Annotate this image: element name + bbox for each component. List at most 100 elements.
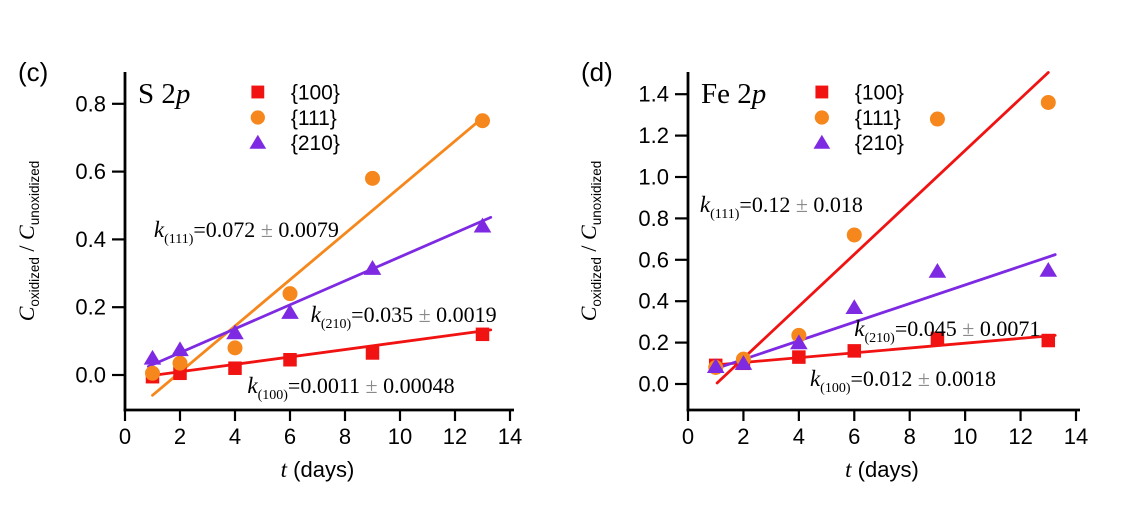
data-point-{111} <box>1040 94 1056 110</box>
text-span: (days) <box>852 457 919 482</box>
legend-label-{100}: {100} <box>855 82 904 105</box>
text-span: 0.00048 <box>378 373 455 398</box>
text-span: unoxidized <box>27 161 42 226</box>
data-point-{210} <box>226 324 244 340</box>
x-tick-label: 0 <box>682 424 694 449</box>
text-span: 0.2 <box>638 330 669 355</box>
text-span: C <box>14 225 39 240</box>
fit-line-{210} <box>708 253 1057 372</box>
text-span: 14 <box>498 424 522 449</box>
text-span: ± <box>918 366 930 391</box>
data-point-{210} <box>363 260 382 275</box>
data-point-{111} <box>846 227 862 243</box>
text-span: t <box>845 457 852 482</box>
y-tick-label: 0.6 <box>638 247 669 272</box>
x-tick-label: 6 <box>848 424 860 449</box>
text-span: 0.4 <box>638 289 669 314</box>
text-span: p <box>750 78 767 110</box>
legend-label-{100}: {100} <box>291 82 340 105</box>
data-point-{100} <box>847 344 862 358</box>
data-point-{111} <box>929 111 945 127</box>
text-span: (210) <box>321 317 352 332</box>
data-point-{111} <box>145 365 160 381</box>
text-span: 0.0071 <box>974 316 1040 341</box>
x-tick-label: 4 <box>229 424 241 449</box>
text-span: 0.0019 <box>431 302 497 327</box>
text-span: S 2 <box>138 78 176 110</box>
legend-label-{111}: {111} <box>291 107 337 130</box>
text-span: 0.8 <box>638 206 669 231</box>
x-axis-label: t (days) <box>845 457 919 482</box>
text-span: k <box>854 316 865 341</box>
text-span: 0.8 <box>75 91 106 116</box>
fit-line-{100} <box>146 328 493 378</box>
text-span: C <box>576 306 601 321</box>
text-span: k <box>311 302 322 327</box>
panel-title: Fe 2p <box>701 78 766 110</box>
fit-line-{210} <box>146 215 493 368</box>
x-tick-label: 14 <box>1064 424 1088 449</box>
fit-line-{111} <box>715 71 1050 385</box>
y-tick-label: 0.2 <box>75 295 106 320</box>
x-tick-label: 8 <box>904 424 916 449</box>
text-span: (d) <box>581 57 613 87</box>
data-point-{210} <box>281 304 299 319</box>
text-span: ± <box>962 316 974 341</box>
text-span: 0 <box>682 424 694 449</box>
y-tick-label: 0.0 <box>75 363 106 388</box>
text-span: k <box>700 192 711 217</box>
legend-marker-{111} <box>250 110 265 125</box>
text-span: =0.045 <box>895 316 962 341</box>
x-axis-label: t (days) <box>281 457 355 482</box>
data-point-{100} <box>792 350 806 364</box>
text-span: 0.0 <box>75 363 106 388</box>
data-point-{111} <box>365 170 380 186</box>
y-tick-label: 1.4 <box>638 82 669 107</box>
text-span: (days) <box>287 457 354 482</box>
x-tick-label: 10 <box>388 424 412 449</box>
x-tick-label: 6 <box>284 424 296 449</box>
x-tick-label: 2 <box>737 424 749 449</box>
text-span: Fe 2 <box>701 78 752 110</box>
text-span: 1.4 <box>638 82 669 107</box>
legend-marker-{100} <box>251 85 265 99</box>
legend-marker-{100} <box>815 85 829 99</box>
text-span: =0.072 <box>193 217 260 242</box>
x-tick-label: 0 <box>119 424 131 449</box>
text-span: =0.0011 <box>288 373 366 398</box>
data-point-{111} <box>172 355 188 371</box>
legend-marker-{210} <box>813 134 831 149</box>
x-tick-label: 10 <box>953 424 977 449</box>
panel-label: (c) <box>18 57 48 87</box>
legend-marker-{210} <box>249 134 267 149</box>
x-tick-label: 4 <box>793 424 805 449</box>
data-point-{210} <box>171 341 189 357</box>
panel-c: 0 2 4 6 8 10 12 14 0.0 0.2 0.4 0.6 0.8 {100}{111}{210… <box>14 57 522 482</box>
text-span: (c) <box>18 57 48 87</box>
x-tick-label: 2 <box>174 424 186 449</box>
text-span: 10 <box>388 424 412 449</box>
data-point-{100} <box>1041 333 1056 348</box>
panel-label: (d) <box>581 57 613 87</box>
text-span: 0 <box>119 424 131 449</box>
text-span: 0.6 <box>75 159 106 184</box>
y-tick-label: 0.0 <box>638 372 669 397</box>
fit-line-{111} <box>151 117 483 397</box>
text-span: 4 <box>229 424 241 449</box>
fit-line-{100} <box>708 333 1057 367</box>
rate-constant-annotation: k(210)=0.045 ± 0.0071 <box>854 316 1040 346</box>
text-span: 0.0018 <box>930 366 996 391</box>
y-tick-label: 0.8 <box>75 91 106 116</box>
text-span: C <box>576 225 601 240</box>
rate-constant-annotation: k(100)=0.0011 ± 0.00048 <box>247 373 454 403</box>
data-point-{111} <box>282 286 298 302</box>
legend-label-{210}: {210} <box>855 132 904 155</box>
data-point-{210} <box>790 334 808 350</box>
text-span: 6 <box>284 424 296 449</box>
text-span: 1.0 <box>638 165 669 190</box>
text-span: / <box>576 240 601 257</box>
text-span: 8 <box>339 424 351 449</box>
text-span: (210) <box>865 331 896 346</box>
rate-constant-annotation: k(111)=0.12 ± 0.018 <box>700 192 863 222</box>
